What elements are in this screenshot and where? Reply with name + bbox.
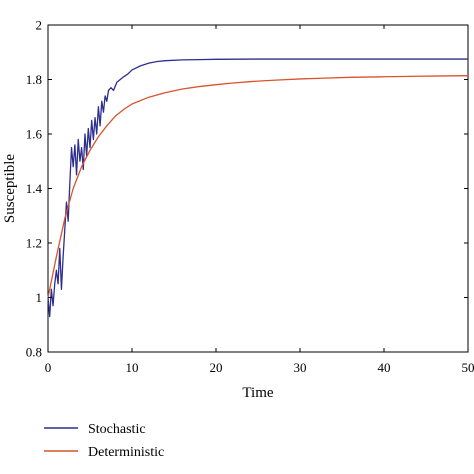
y-tick-label: 1.4 [26, 181, 43, 196]
y-tick-label: 1 [36, 290, 43, 305]
x-tick-label: 30 [294, 360, 307, 375]
plot-area [47, 24, 469, 353]
x-tick-label: 10 [126, 360, 139, 375]
y-tick-label: 1.2 [26, 236, 42, 251]
series-stochastic-line [47, 58, 468, 318]
y-axis-title: Susceptible [2, 154, 18, 223]
y-tick-label: 1.6 [26, 127, 43, 142]
legend: Stochastic Deterministic [44, 422, 164, 460]
x-axis: 0 10 20 30 40 50 [45, 25, 474, 375]
series-deterministic-line [47, 75, 469, 298]
y-tick-label: 0.8 [26, 345, 42, 360]
x-tick-label: 50 [462, 360, 474, 375]
legend-label-stochastic: Stochastic [88, 422, 146, 437]
y-tick-label: 2 [36, 18, 43, 33]
series-layer [47, 58, 469, 318]
plot-border [47, 24, 469, 353]
x-tick-label: 40 [378, 360, 391, 375]
y-axis: 0.8 1 1.2 1.4 1.6 1.8 2 [26, 18, 468, 360]
x-axis-title: Time [242, 385, 273, 401]
legend-label-deterministic: Deterministic [88, 445, 164, 460]
x-tick-label: 20 [210, 360, 223, 375]
x-tick-label: 0 [45, 360, 52, 375]
y-tick-label: 1.8 [26, 72, 42, 87]
